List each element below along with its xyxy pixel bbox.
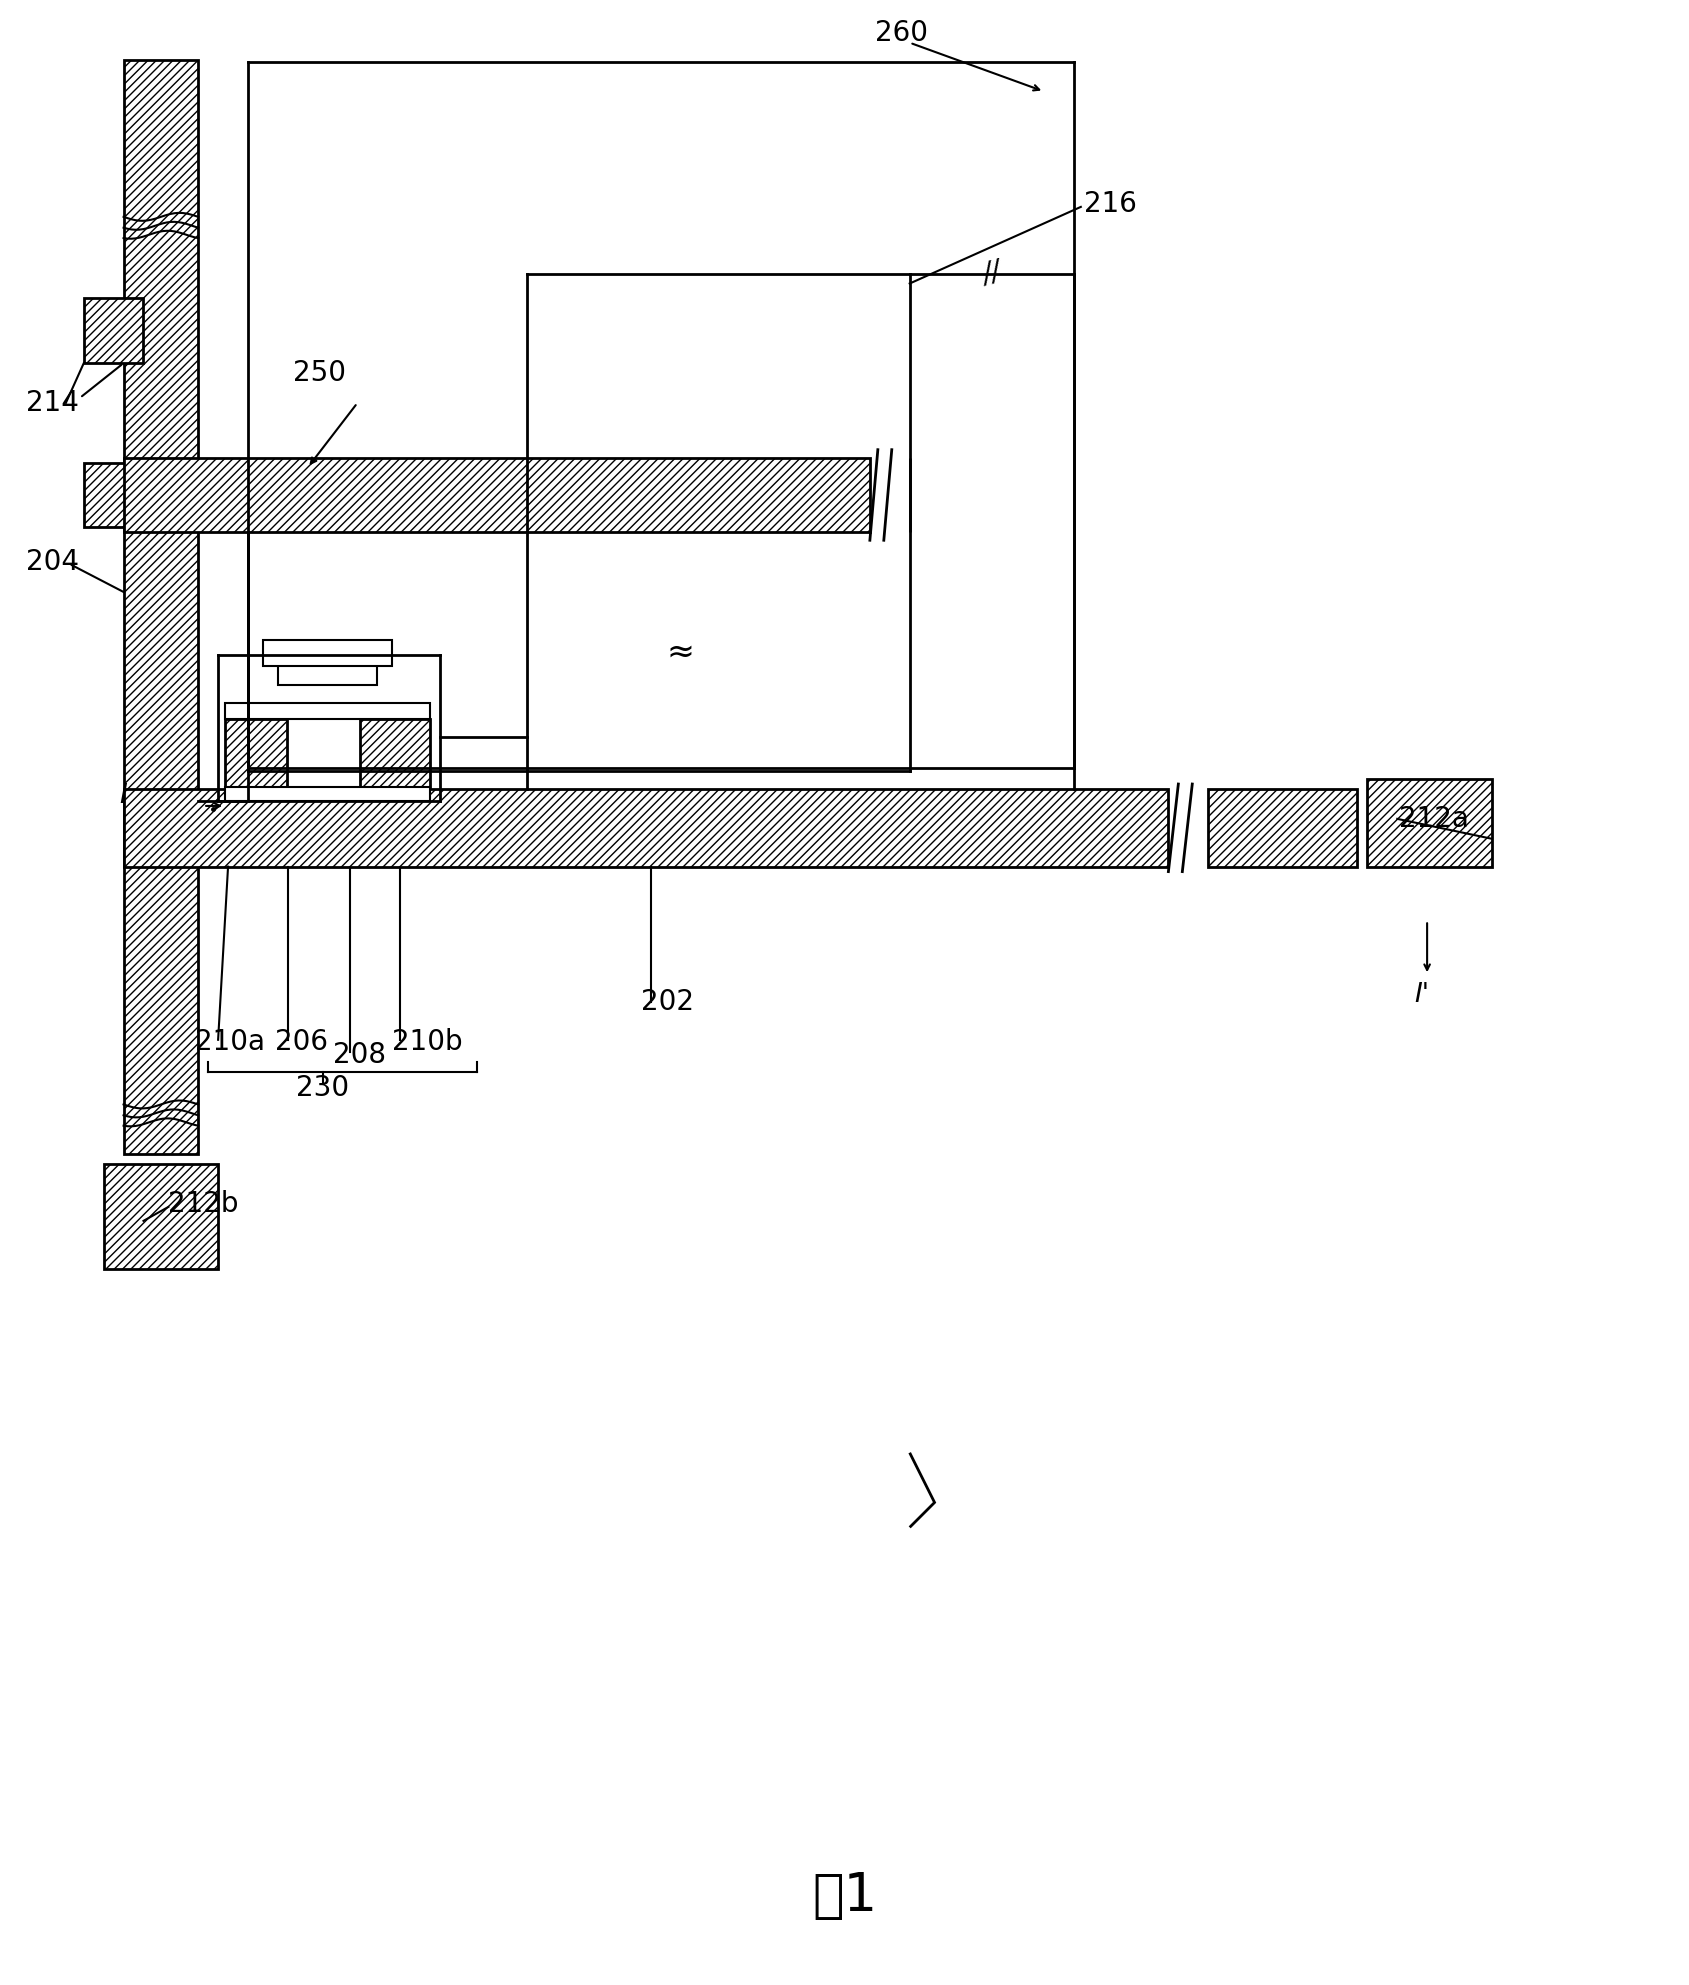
Bar [1208, 788, 1356, 867]
Bar [225, 703, 429, 719]
Text: 216: 216 [1083, 191, 1137, 218]
Text: 212b: 212b [169, 1189, 238, 1219]
Bar [84, 298, 144, 363]
Text: 208: 208 [333, 1040, 385, 1068]
Bar [1366, 778, 1491, 867]
Text: 260: 260 [875, 18, 927, 48]
Text: I': I' [1414, 983, 1429, 1008]
Text: ≈: ≈ [667, 635, 694, 669]
Bar [225, 786, 429, 802]
Bar [103, 1163, 218, 1268]
Bar [263, 639, 392, 665]
Text: 230: 230 [296, 1074, 350, 1102]
Text: 206: 206 [275, 1028, 328, 1056]
Text: 212a: 212a [1398, 804, 1468, 834]
Text: I: I [120, 782, 127, 810]
Text: 210b: 210b [392, 1028, 463, 1056]
Text: //: // [978, 258, 1003, 290]
Text: 204: 204 [25, 548, 79, 576]
Bar [123, 788, 1167, 867]
Text: 202: 202 [640, 989, 694, 1016]
Bar [123, 459, 870, 532]
Bar [84, 463, 144, 528]
Bar [123, 60, 198, 1153]
Text: 图1: 图1 [812, 1870, 877, 1921]
Bar [277, 665, 377, 685]
Text: 210a: 210a [196, 1028, 265, 1056]
Bar [225, 719, 287, 786]
Text: 250: 250 [292, 359, 346, 387]
Text: 214: 214 [25, 389, 79, 417]
Bar [360, 719, 429, 786]
